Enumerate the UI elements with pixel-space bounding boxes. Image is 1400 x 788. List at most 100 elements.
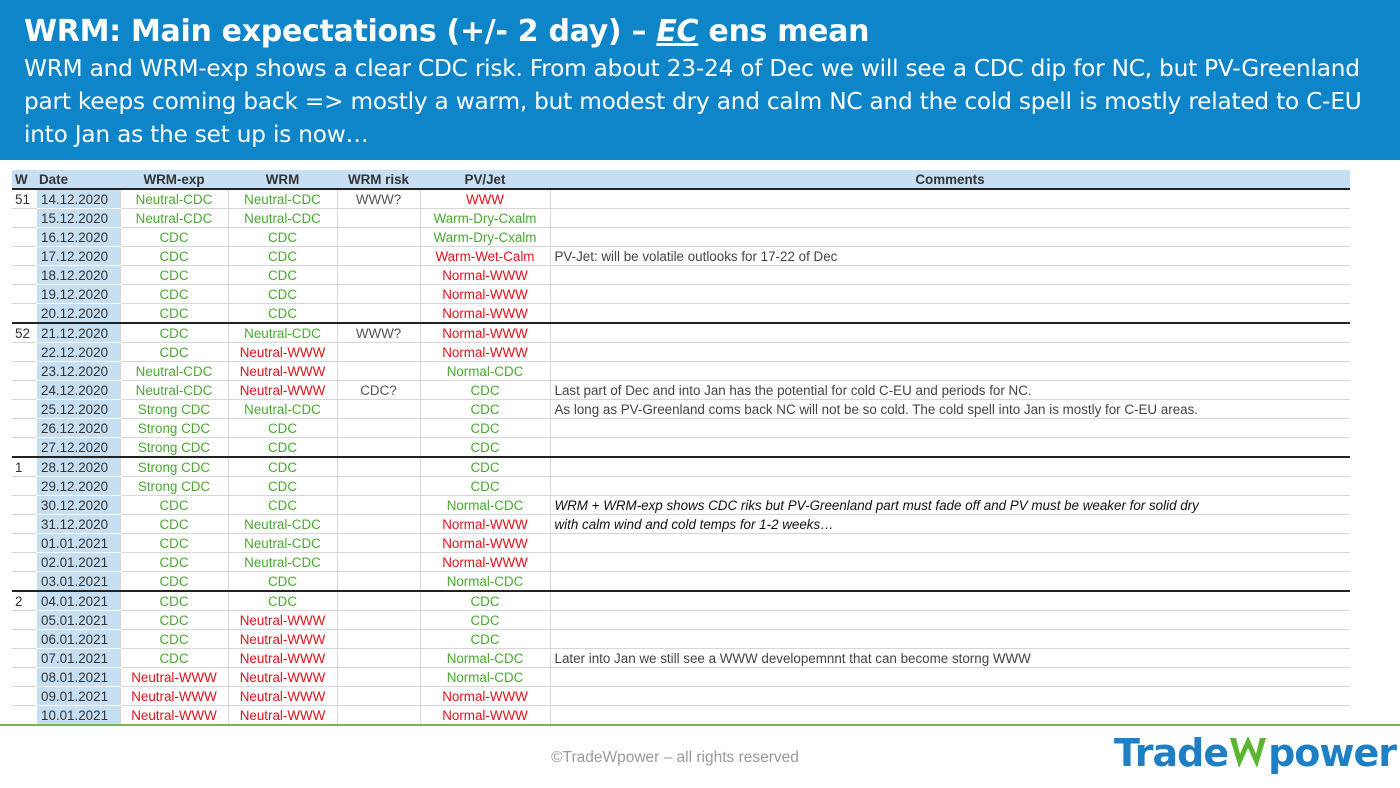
wrm-cell: Neutral-CDC — [227, 322, 337, 343]
pv-jet-cell: Normal-WWW — [419, 265, 550, 285]
col-header-wrm-risk: WRM risk — [337, 170, 420, 190]
week-cell — [12, 227, 37, 247]
col-header-comments: Comments — [550, 170, 1350, 190]
slide-header: WRM: Main expectations (+/- 2 day) – EC … — [0, 0, 1400, 160]
date-cell: 04.01.2021 — [37, 590, 120, 611]
week-cell — [12, 418, 37, 438]
pv-jet-cell: Warm-Wet-Calm — [419, 246, 550, 266]
pv-jet-cell: CDC — [419, 437, 550, 458]
comments-cell — [549, 227, 1350, 247]
wrm-cell: CDC — [227, 284, 337, 304]
pv-jet-cell: CDC — [419, 476, 550, 496]
week-cell — [12, 342, 37, 362]
wrm-risk-cell — [336, 284, 420, 304]
wrm-risk-cell — [336, 265, 420, 285]
week-cell — [12, 705, 37, 725]
footer-divider — [0, 724, 1400, 726]
wrm-exp-cell: Neutral-WWW — [119, 667, 228, 687]
comments-cell — [549, 437, 1350, 458]
wrm-cell: Neutral-WWW — [227, 610, 337, 630]
wrm-exp-cell: CDC — [119, 227, 228, 247]
wrm-exp-cell: Neutral-CDC — [119, 208, 228, 228]
comments-cell — [549, 342, 1350, 362]
comments-cell: Later into Jan we still see a WWW develo… — [549, 648, 1350, 668]
wrm-cell: Neutral-WWW — [227, 705, 337, 725]
col-header-w: W — [12, 170, 37, 190]
pv-jet-cell: CDC — [419, 418, 550, 438]
pv-jet-cell: Normal-CDC — [419, 495, 550, 515]
wrm-risk-cell — [336, 648, 420, 668]
comments-cell — [549, 456, 1350, 477]
comments-cell — [549, 686, 1350, 706]
forecast-table: W Date WRM-exp WRM WRM risk PV/Jet Comme… — [12, 170, 1350, 725]
comments-cell: PV-Jet: will be volatile outlooks for 17… — [549, 246, 1350, 266]
table-row: 31.12.2020 CDC Neutral-CDC Normal-WWW with c… — [12, 514, 1350, 534]
table-row: 07.01.2021 CDC Neutral-WWW Normal-CDC Later … — [12, 648, 1350, 668]
comments-cell — [549, 533, 1350, 553]
table-row: 15.12.2020 Neutral-CDC Neutral-CDC Warm-Dry… — [12, 208, 1350, 228]
week-cell — [12, 686, 37, 706]
wrm-cell: CDC — [227, 227, 337, 247]
date-cell: 10.01.2021 — [37, 705, 120, 725]
pv-jet-cell: CDC — [419, 399, 550, 419]
wrm-exp-cell: CDC — [119, 284, 228, 304]
date-cell: 15.12.2020 — [37, 208, 120, 228]
wrm-cell: Neutral-CDC — [227, 188, 337, 209]
wrm-risk-cell — [336, 629, 420, 649]
table-row: 24.12.2020 Neutral-CDC Neutral-WWW CDC? CDC L… — [12, 380, 1350, 400]
pv-jet-cell: Normal-CDC — [419, 648, 550, 668]
table-row: 1 28.12.2020 Strong CDC CDC CDC — [12, 456, 1350, 477]
wrm-exp-cell: Strong CDC — [119, 476, 228, 496]
pv-jet-cell: Normal-WWW — [419, 686, 550, 706]
date-cell: 23.12.2020 — [37, 361, 120, 381]
date-cell: 08.01.2021 — [37, 667, 120, 687]
wrm-cell: Neutral-WWW — [227, 667, 337, 687]
col-header-pv-jet: PV/Jet — [420, 170, 550, 190]
week-cell — [12, 246, 37, 266]
w-logo-icon — [1230, 736, 1267, 768]
pv-jet-cell: Normal-WWW — [419, 533, 550, 553]
comments-cell — [549, 590, 1350, 611]
date-cell: 21.12.2020 — [37, 322, 120, 343]
date-cell: 05.01.2021 — [37, 610, 120, 630]
comments-cell — [549, 629, 1350, 649]
date-cell: 20.12.2020 — [37, 303, 120, 324]
pv-jet-cell: Normal-WWW — [419, 705, 550, 725]
wrm-cell: Neutral-WWW — [227, 648, 337, 668]
col-header-wrm: WRM — [228, 170, 337, 190]
wrm-exp-cell: CDC — [119, 246, 228, 266]
wrm-cell: Neutral-WWW — [227, 380, 337, 400]
comments-cell — [549, 361, 1350, 381]
pv-jet-cell: CDC — [419, 456, 550, 477]
wrm-cell: Neutral-CDC — [227, 514, 337, 534]
table-row: 06.01.2021 CDC Neutral-WWW CDC — [12, 629, 1350, 649]
comments-cell — [549, 667, 1350, 687]
comments-cell: Last part of Dec and into Jan has the po… — [549, 380, 1350, 400]
wrm-cell: CDC — [227, 476, 337, 496]
wrm-risk-cell — [336, 686, 420, 706]
date-cell: 24.12.2020 — [37, 380, 120, 400]
wrm-risk-cell — [336, 533, 420, 553]
week-cell — [12, 514, 37, 534]
comments-cell — [549, 418, 1350, 438]
wrm-risk-cell — [336, 667, 420, 687]
week-cell — [12, 399, 37, 419]
comments-cell — [549, 188, 1350, 209]
date-cell: 03.01.2021 — [37, 571, 120, 592]
slide-title: WRM: Main expectations (+/- 2 day) – EC … — [24, 14, 870, 49]
table-row: 20.12.2020 CDC CDC Normal-WWW — [12, 303, 1350, 324]
date-cell: 19.12.2020 — [37, 284, 120, 304]
table-row: 23.12.2020 Neutral-CDC Neutral-WWW Normal-C… — [12, 361, 1350, 381]
table-row: 05.01.2021 CDC Neutral-WWW CDC — [12, 610, 1350, 630]
pv-jet-cell: Warm-Dry-Cxalm — [419, 208, 550, 228]
wrm-exp-cell: CDC — [119, 590, 228, 611]
wrm-exp-cell: Neutral-CDC — [119, 188, 228, 209]
pv-jet-cell: Normal-WWW — [419, 552, 550, 572]
week-cell — [12, 495, 37, 515]
wrm-exp-cell: Neutral-CDC — [119, 380, 228, 400]
wrm-exp-cell: Strong CDC — [119, 456, 228, 477]
wrm-exp-cell: CDC — [119, 571, 228, 592]
comments-cell — [549, 303, 1350, 324]
comments-cell — [549, 208, 1350, 228]
wrm-cell: Neutral-WWW — [227, 342, 337, 362]
